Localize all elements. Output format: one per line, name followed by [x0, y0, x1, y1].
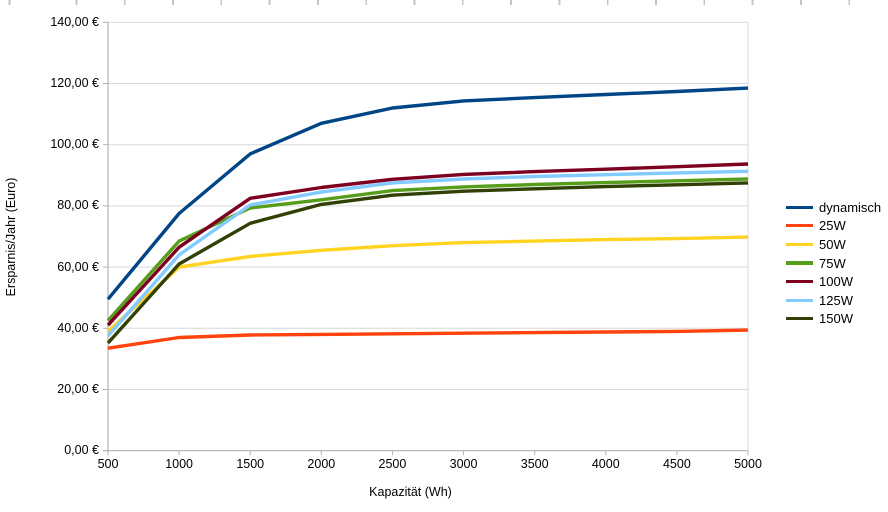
x-axis-title: Kapazität (Wh): [369, 485, 452, 499]
legend-label: 100W: [819, 274, 853, 290]
y-tick-label: 100,00 €: [50, 137, 99, 152]
x-tick-label: 4000: [591, 456, 620, 471]
y-tick-label: 140,00 €: [50, 14, 99, 29]
y-tick-label: 0,00 €: [64, 443, 99, 458]
legend-label: 75W: [819, 255, 846, 271]
legend-item-125W: 125W: [786, 291, 881, 310]
series-line-125W: [106, 169, 749, 338]
legend-swatch-icon: [786, 317, 813, 321]
series-line-150W: [106, 181, 749, 345]
y-tick-label: 120,00 €: [50, 76, 99, 90]
legend-item-75W: 75W: [786, 254, 881, 273]
x-tick-label: 1000: [165, 456, 194, 471]
series-line-50W: [106, 235, 749, 333]
y-tick-label: 20,00 €: [57, 382, 99, 396]
legend-item-25W: 25W: [786, 217, 881, 236]
legend-swatch-icon: [786, 205, 813, 209]
x-tick-label: 500: [97, 456, 119, 471]
legend-label: 50W: [819, 236, 846, 252]
legend-label: 150W: [819, 311, 853, 327]
legend-item-150W: 150W: [786, 310, 881, 329]
x-tick-label: 1500: [236, 456, 265, 471]
y-tick-label: 80,00 €: [57, 198, 99, 213]
legend-label: 125W: [819, 292, 853, 308]
legend-label: 25W: [819, 218, 846, 234]
x-tick-label: 2500: [378, 456, 407, 471]
legend-swatch-icon: [786, 242, 813, 247]
legend-swatch-icon: [786, 280, 813, 284]
x-tick-label: 2000: [307, 456, 336, 471]
legend-label: dynamisch: [819, 199, 882, 215]
legend-swatch-icon: [786, 224, 813, 228]
legend-item-100W: 100W: [786, 272, 881, 291]
y-axis-title: Ersparnis/Jahr (Euro): [4, 177, 18, 297]
y-tick-label: 40,00 €: [57, 320, 99, 335]
x-tick-label: 3000: [449, 456, 478, 471]
x-tick-label: 4500: [662, 456, 691, 471]
legend: dynamisch 25W 50W 75W 100W 125W 150W: [786, 198, 881, 328]
top-ruler-ticks: [0, 0, 888, 5]
series-line-100W: [106, 162, 749, 327]
series-line-25W: [107, 328, 749, 350]
y-tick-label: 60,00 €: [57, 259, 99, 274]
legend-item-50W: 50W: [786, 235, 881, 254]
legend-swatch-icon: [786, 298, 813, 302]
series-line-dynamisch: [106, 86, 749, 301]
x-tick-label: 5000: [734, 456, 762, 471]
legend-item-dynamisch: dynamisch: [786, 198, 881, 217]
legend-swatch-icon: [786, 261, 813, 265]
x-tick-label: 3500: [520, 456, 549, 471]
